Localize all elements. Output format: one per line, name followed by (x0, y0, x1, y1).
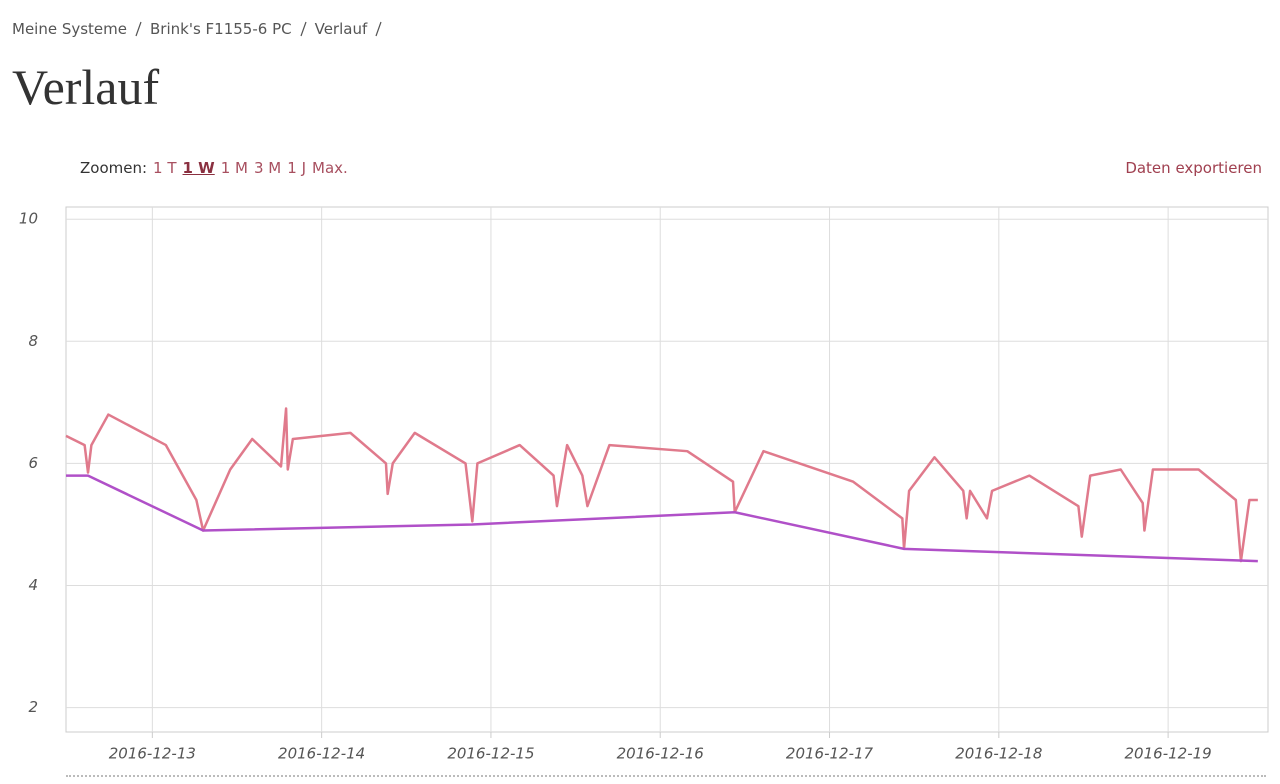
export-link[interactable]: Daten exportieren (1125, 159, 1262, 177)
breadcrumb-item[interactable]: Meine Systeme (12, 20, 128, 38)
page-title: Verlauf (12, 59, 160, 115)
plot-frame (65, 206, 1269, 733)
separator-stroke (375, 21, 382, 37)
series-line (65, 407, 1258, 563)
series-line (66, 474, 1258, 563)
zoom-option[interactable]: 1 W (182, 159, 215, 177)
y-tick-label: 10 (19, 210, 38, 228)
x-tick-label: 2016-12-13 (109, 745, 196, 763)
breadcrumb: Meine Systeme Brink's F1155-6 PC Verlauf (12, 20, 390, 38)
zoom-label: Zoomen: (80, 159, 148, 177)
y-tick-label: 6 (28, 454, 38, 472)
breadcrumb-separator (300, 21, 307, 37)
zoom-option[interactable]: 1 M (220, 159, 248, 177)
x-tick-label: 2016-12-15 (447, 745, 534, 763)
zoom-option[interactable]: 3 M (254, 159, 282, 177)
breadcrumb-item[interactable]: Brink's F1155-6 PC (150, 20, 292, 38)
x-tick-label: 2016-12-17 (786, 745, 874, 763)
y-tick-label: 8 (28, 332, 38, 350)
divider (66, 775, 1266, 777)
x-tick-label: 2016-12-14 (278, 745, 365, 763)
x-tick-label: 2016-12-18 (955, 745, 1042, 763)
breadcrumb-separator (375, 21, 382, 37)
x-tick-label: 2016-12-19 (1125, 745, 1212, 763)
separator-stroke (300, 21, 307, 37)
zoom-option[interactable]: 1 T (153, 159, 177, 177)
breadcrumb-separator (135, 21, 142, 37)
y-tick-label: 4 (28, 576, 38, 594)
x-tick-label: 2016-12-16 (617, 745, 704, 763)
zoom-option[interactable]: Max. (312, 159, 348, 177)
y-tick-label: 2 (28, 698, 38, 716)
zoom-bar: Zoomen: 1 T 1 W 1 M 3 M 1 J Max. (80, 159, 348, 177)
separator-stroke (135, 21, 142, 37)
breadcrumb-item[interactable]: Verlauf (314, 20, 368, 38)
zoom-option[interactable]: 1 J (287, 159, 307, 177)
